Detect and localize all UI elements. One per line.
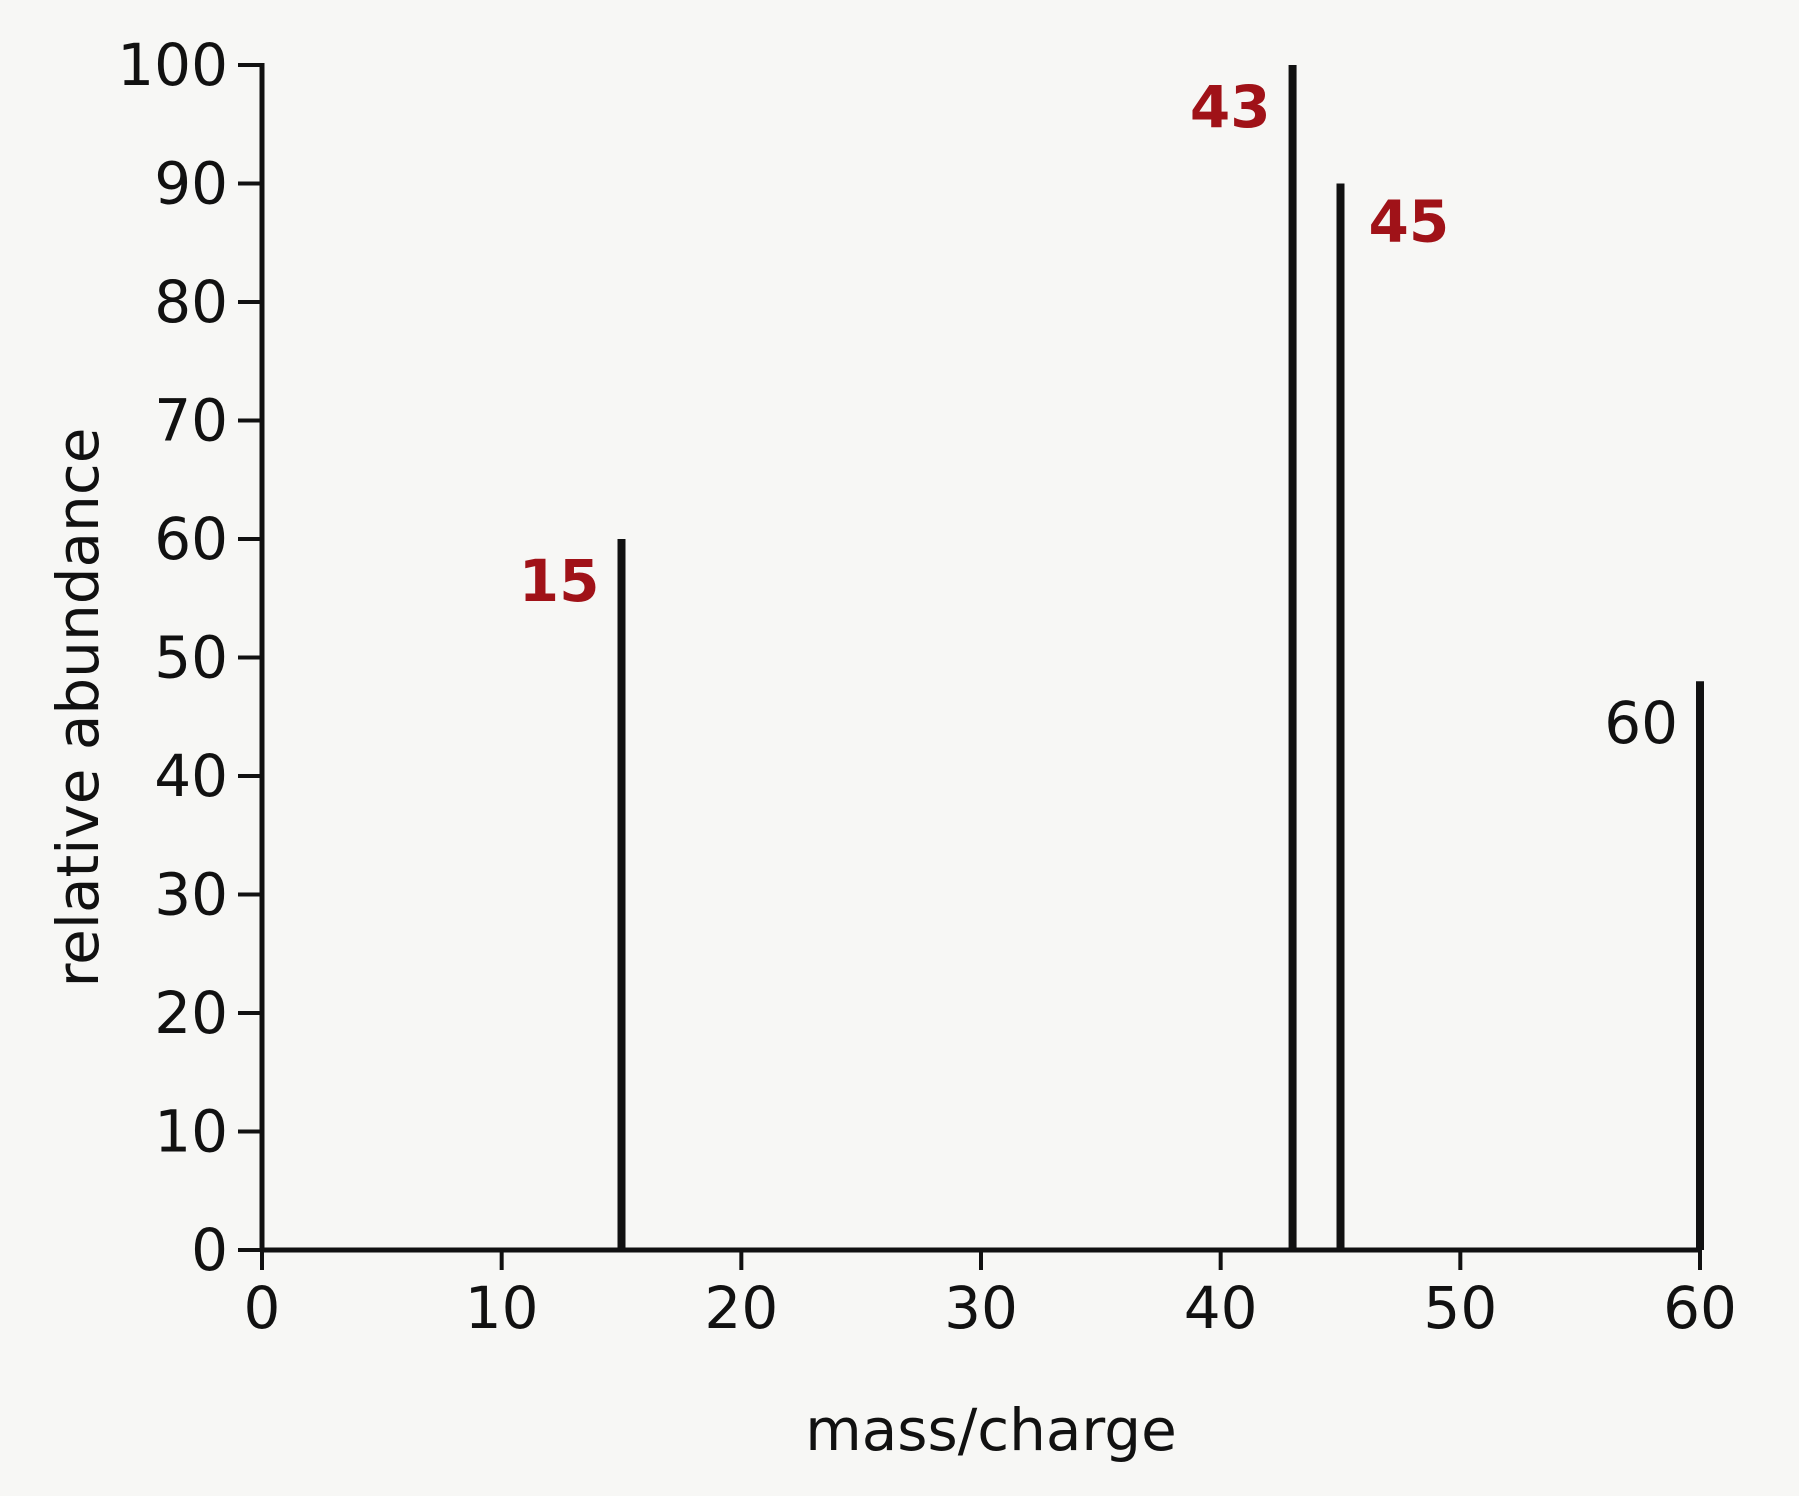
x-tick-label: 50: [1423, 1274, 1497, 1342]
x-axis-title: mass/charge: [805, 1396, 1177, 1464]
x-tick-label: 30: [944, 1274, 1018, 1342]
y-tick-label: 70: [154, 387, 228, 455]
y-axis: 0 10 20 30 40 50 60 70 80 90 100: [117, 31, 265, 1284]
peaks: 15 43 45 60: [519, 65, 1704, 1250]
peak-label: 43: [1190, 73, 1271, 141]
x-axis: 0 10 20 30 40 50 60: [244, 1247, 1737, 1342]
y-tick-label: 50: [154, 624, 228, 692]
y-tick-label: 10: [154, 1098, 228, 1166]
y-tick-label: 40: [154, 742, 228, 810]
x-tick-label: 20: [704, 1274, 778, 1342]
x-tick-label: 40: [1184, 1274, 1258, 1342]
x-tick-label: 60: [1663, 1274, 1737, 1342]
x-tick-label: 10: [465, 1274, 539, 1342]
y-tick-label: 90: [154, 150, 228, 218]
y-axis-title: relative abundance: [44, 428, 112, 988]
y-tick-label: 0: [191, 1216, 228, 1284]
y-tick-label: 20: [154, 979, 228, 1047]
y-tick-label: 100: [117, 31, 228, 99]
x-tick-label: 0: [244, 1274, 281, 1342]
peak-label: 60: [1604, 689, 1678, 757]
y-tick-label: 60: [154, 505, 228, 573]
peak-label: 45: [1369, 188, 1450, 256]
peak-label: 15: [519, 547, 600, 615]
y-tick-label: 80: [154, 268, 228, 336]
y-tick-label: 30: [154, 861, 228, 929]
